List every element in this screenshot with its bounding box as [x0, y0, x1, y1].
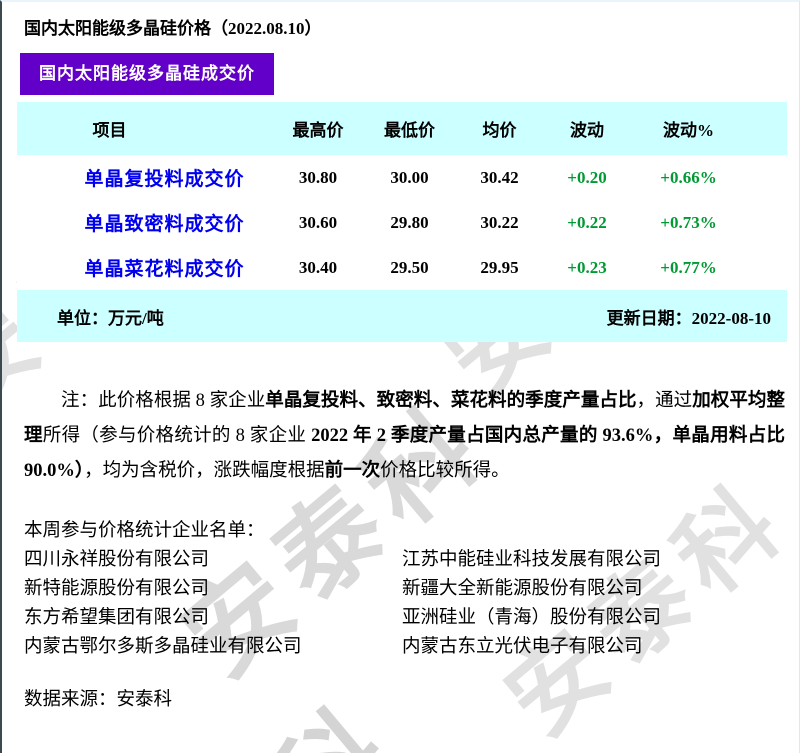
header-high: 最高价 — [292, 121, 344, 140]
table-row: 单晶菜花料成交价 30.40 29.50 29.95 +0.23 +0.77% — [17, 245, 787, 290]
company-name: 内蒙古东立光伏电子有限公司 — [402, 637, 643, 657]
companies-section: 本周参与价格统计企业名单： 四川永祥股份有限公司 江苏中能硅业科技发展有限公司 … — [24, 517, 799, 662]
row-low: 29.50 — [390, 257, 429, 277]
table-footer-row: 单位：万元/吨 更新日期：2022-08-10 — [17, 290, 787, 342]
note-segment: 价格比较所得。 — [380, 461, 510, 481]
note-segment: ，均为含税价，涨跌幅度根据 — [84, 461, 325, 481]
row-item-label: 单晶复投料成交价 — [84, 169, 245, 190]
header-low: 最低价 — [384, 121, 435, 140]
note-segment: 加权平均整理 — [24, 391, 785, 446]
header-change: 波动 — [570, 121, 604, 140]
note-paragraph: 注：此价格根据 8 家企业单晶复投料、致密料、菜花料的季度产量占比，通过加权平均… — [24, 384, 785, 489]
note-segment: 2022 年 2 季度产量占国内总产量的 93.6%，单晶用料占比 90.0%） — [24, 426, 785, 481]
company-name: 新特能源股份有限公司 — [24, 579, 210, 599]
price-table: 项目 最高价 最低价 均价 波动 波动% 单晶复投料成交价 30.80 30.0… — [17, 102, 787, 342]
row-low: 30.00 — [390, 167, 429, 187]
row-change: +0.20 — [567, 167, 607, 187]
row-avg: 30.42 — [480, 167, 519, 187]
update-date-label: 更新日期：2022-08-10 — [606, 308, 771, 328]
company-name: 新疆大全新能源股份有限公司 — [402, 579, 643, 599]
page-title: 国内太阳能级多晶硅价格（2022.08.10） — [24, 19, 322, 38]
company-name: 四川永祥股份有限公司 — [24, 550, 210, 570]
row-change-pct: +0.77% — [660, 257, 717, 277]
company-name: 东方希望集团有限公司 — [24, 608, 210, 628]
table-row: 单晶致密料成交价 30.60 29.80 30.22 +0.22 +0.73% — [17, 200, 787, 245]
row-avg: 29.95 — [480, 257, 519, 277]
row-change-pct: +0.66% — [660, 167, 717, 187]
price-section-badge: 国内太阳能级多晶硅成交价 — [20, 53, 274, 95]
row-high: 30.60 — [298, 212, 338, 232]
table-row: 单晶复投料成交价 30.80 30.00 30.42 +0.20 +0.66% — [17, 155, 787, 200]
note-segment: 所得（参与价格统计的 8 家企业 — [42, 426, 312, 446]
header-item: 项目 — [92, 121, 127, 140]
row-change: +0.22 — [567, 212, 607, 232]
table-header-row: 项目 最高价 最低价 均价 波动 波动% — [17, 102, 787, 155]
companies-heading: 本周参与价格统计企业名单： — [24, 521, 265, 541]
header-change-pct: 波动% — [663, 121, 714, 140]
unit-label: 单位：万元/吨 — [57, 308, 164, 328]
row-change: +0.23 — [567, 257, 607, 277]
row-item-label: 单晶菜花料成交价 — [84, 259, 245, 280]
row-high: 30.80 — [298, 167, 338, 187]
row-high: 30.40 — [298, 257, 338, 277]
company-name: 江苏中能硅业科技发展有限公司 — [402, 550, 662, 570]
row-change-pct: +0.73% — [660, 212, 717, 232]
data-source-line: 数据来源：安泰科 — [24, 690, 173, 710]
note-segment: 前一次 — [324, 461, 381, 481]
note-segment: 注：此价格根据 8 家企业 — [61, 391, 266, 411]
company-name: 亚洲硅业（青海）股份有限公司 — [402, 608, 662, 628]
row-item-label: 单晶致密料成交价 — [84, 214, 245, 235]
note-segment: ，通过 — [636, 391, 693, 411]
row-avg: 30.22 — [480, 212, 519, 232]
header-avg: 均价 — [482, 121, 517, 140]
row-low: 29.80 — [390, 212, 429, 232]
company-name: 内蒙古鄂尔多斯多晶硅业有限公司 — [24, 637, 302, 657]
note-segment: 单晶复投料、致密料、菜花料的季度产量占比 — [265, 391, 637, 411]
